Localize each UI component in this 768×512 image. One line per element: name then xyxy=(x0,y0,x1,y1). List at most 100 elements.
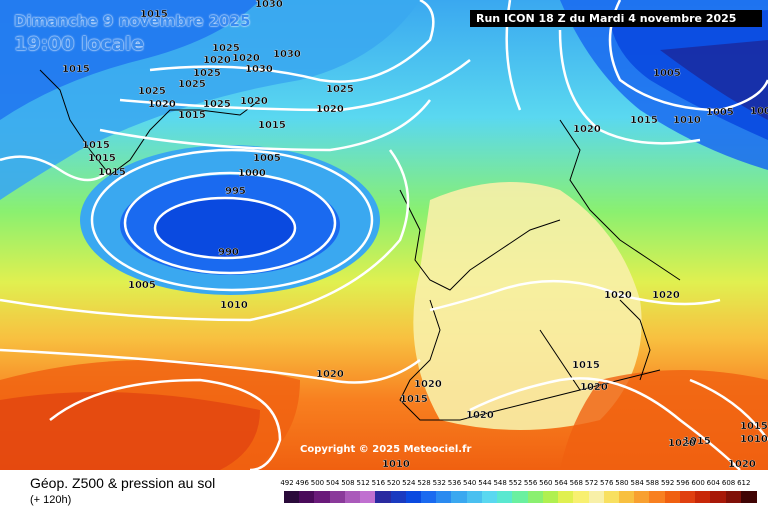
legend-value: 528 xyxy=(417,479,431,487)
legend-value: 540 xyxy=(463,479,477,487)
isobar-label: 1030 xyxy=(273,49,301,60)
isobar-label: 1020 xyxy=(466,410,494,421)
isobar-label: 1015 xyxy=(630,115,658,126)
legend-swatch xyxy=(649,491,666,503)
isobar-label: 1005 xyxy=(253,153,281,164)
legend-value: 568 xyxy=(569,479,583,487)
legend-swatch xyxy=(466,491,483,503)
isobar-label: 1020 xyxy=(604,290,632,301)
isobar-label: 1015 xyxy=(258,120,286,131)
isobar-label: 1025 xyxy=(203,99,231,110)
forecast-horizon: (+ 120h) xyxy=(30,494,72,506)
legend-swatch xyxy=(405,491,422,503)
isobar-label: 1000 xyxy=(238,168,266,179)
isobar-label: 1015 xyxy=(178,110,206,121)
isobar-label: 1015 xyxy=(740,421,768,432)
isobar-label: 1020 xyxy=(203,55,231,66)
legend-swatch xyxy=(542,491,559,503)
isobar-label: 1020 xyxy=(240,96,268,107)
legend-swatch xyxy=(558,491,575,503)
map-title: Géop. Z500 & pression au sol xyxy=(30,475,216,491)
legend-swatch xyxy=(710,491,727,503)
legend-value: 524 xyxy=(402,479,416,487)
isobar-label: 1015 xyxy=(98,167,126,178)
isobar-label: 1025 xyxy=(138,86,166,97)
legend-swatch xyxy=(421,491,438,503)
isobar-label: 1015 xyxy=(683,436,711,447)
legend-value: 556 xyxy=(523,479,538,487)
legend-footer: Géop. Z500 & pression au sol (+ 120h) 49… xyxy=(0,470,768,512)
legend-value: 608 xyxy=(721,479,736,487)
legend-swatch xyxy=(664,491,681,503)
isobar-label: 1020 xyxy=(414,379,442,390)
legend-value: 508 xyxy=(341,479,355,487)
legend-swatch xyxy=(679,491,696,503)
legend-value: 496 xyxy=(295,479,309,487)
isobar-label: 1010 xyxy=(382,459,410,470)
isobar-label: 1015 xyxy=(400,394,428,405)
isobar-label: 1020 xyxy=(652,290,680,301)
isobar-label: 1005 xyxy=(706,107,734,118)
legend-swatch xyxy=(284,491,300,503)
legend-swatch xyxy=(436,491,453,503)
legend-swatch xyxy=(497,491,514,503)
legend-value: 584 xyxy=(630,479,644,487)
isobar-label: 1025 xyxy=(326,84,354,95)
legend-swatch xyxy=(695,491,712,503)
legend-swatch xyxy=(512,491,529,503)
legend-value: 516 xyxy=(371,479,386,487)
colour-scale-legend: 492 496 500 504 508 512 516 520 524 528 532 536 540 5… xyxy=(280,471,757,511)
legend-value: 548 xyxy=(493,479,507,487)
legend-swatch xyxy=(451,491,468,503)
legend-swatch xyxy=(360,491,377,503)
model-run-label: Run ICON 18 Z du Mardi 4 novembre 2025 xyxy=(470,10,762,27)
legend-value: 592 xyxy=(660,479,675,487)
legend-swatch xyxy=(573,491,590,503)
legend-value: 492 xyxy=(280,479,294,487)
isobar-label: 1030 xyxy=(255,0,283,10)
isobar-label: 1025 xyxy=(178,79,206,90)
isobar-label: 1030 xyxy=(245,64,273,75)
isobar-label: 1010 xyxy=(673,115,701,126)
isobar-label: 1020 xyxy=(148,99,176,110)
isobar-label: 1005 xyxy=(128,280,156,291)
legend-swatch xyxy=(603,491,620,503)
isobar-label: 990 xyxy=(218,247,239,258)
legend-swatch xyxy=(314,491,331,503)
isobar-label: 1025 xyxy=(212,43,240,54)
legend-swatch xyxy=(329,491,346,503)
legend-swatch xyxy=(725,491,742,503)
isobar-label: 1015 xyxy=(572,360,600,371)
legend-value: 500 xyxy=(310,479,325,487)
legend-value: 564 xyxy=(554,479,568,487)
legend-value: 580 xyxy=(615,479,629,487)
isobar-label: 1015 xyxy=(140,9,168,20)
legend-value: 512 xyxy=(356,479,370,487)
legend-value: 560 xyxy=(539,479,553,487)
forecast-time: 19:00 locale xyxy=(14,33,145,55)
isobar-label: 1025 xyxy=(193,68,221,79)
legend-swatch xyxy=(375,491,392,503)
legend-swatch xyxy=(344,491,361,503)
isobar-label: 1020 xyxy=(232,53,260,64)
isobar-label: 1020 xyxy=(316,104,344,115)
legend-swatch xyxy=(618,491,635,503)
legend-value: 572 xyxy=(584,479,599,487)
weather-map: 1015 1030 1025 1020 1030 1025 1025 1020 … xyxy=(0,0,768,470)
isobar-label: 995 xyxy=(225,186,246,197)
legend-value: 552 xyxy=(508,479,523,487)
isobar-label: 1010 xyxy=(220,300,248,311)
legend-value: 576 xyxy=(600,479,614,487)
legend-value: 532 xyxy=(432,479,446,487)
legend-value: 544 xyxy=(478,479,492,487)
isobar-label: 1020 xyxy=(573,124,601,135)
isobar-label: 1005 xyxy=(653,68,681,79)
legend-value: 520 xyxy=(386,479,401,487)
legend-swatch xyxy=(390,491,407,503)
legend-swatch xyxy=(588,491,605,503)
isobar-label: 1015 xyxy=(82,140,110,151)
legend-value: 504 xyxy=(325,479,340,487)
legend-value: 600 xyxy=(691,479,705,487)
isobar-label: 1020 xyxy=(668,438,696,449)
legend-swatch xyxy=(527,491,544,503)
